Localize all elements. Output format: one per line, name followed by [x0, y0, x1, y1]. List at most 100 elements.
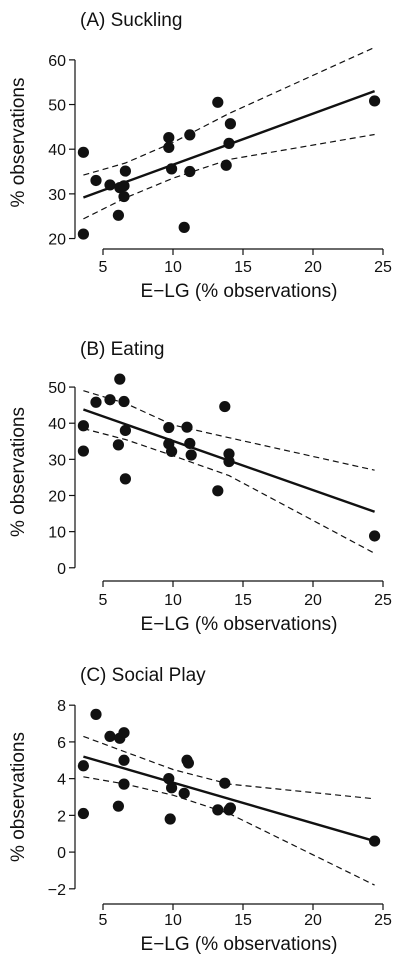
y-tick-label: −2: [48, 882, 66, 899]
x-tick-label: 5: [99, 259, 108, 276]
x-axis-label: E−LG (% observations): [141, 281, 338, 302]
x-tick-label: 15: [234, 592, 252, 609]
x-axis-label: E−LG (% observations): [141, 934, 338, 955]
data-point: [166, 163, 178, 175]
x-tick-label: 20: [304, 259, 322, 276]
data-point: [163, 141, 175, 154]
y-tick-label: 40: [48, 142, 66, 159]
data-point: [220, 159, 232, 171]
data-point: [104, 730, 116, 743]
data-point: [219, 400, 231, 413]
panel-1: (A) Suckling 20 30 40 50 60 5 10 15 20 25 E−LG (% o…: [8, 10, 392, 302]
data-point: [164, 813, 176, 825]
data-point: [77, 420, 89, 432]
y-tick-label: 40: [48, 416, 66, 433]
panel-3: (C) Social Play −2 0 2 4 6 8 5 10 15 20 25 E−LG (% o…: [8, 665, 392, 955]
panel-2: (B) Eating 0 10 20 30 40 50 5 10 15 20 25 E−LG (% ob…: [8, 339, 392, 635]
panel-title: (C) Social Play: [80, 665, 206, 686]
data-point: [119, 473, 131, 485]
data-point: [90, 174, 102, 187]
x-axis-label: E−LG (% observations): [141, 614, 338, 635]
x-tick-label: 15: [234, 259, 252, 276]
fit-line: [83, 755, 375, 843]
y-tick-label: 20: [48, 488, 66, 505]
y-tick-label: 4: [57, 772, 66, 789]
panel-title: (B) Eating: [80, 339, 164, 360]
panel-title: (A) Suckling: [80, 10, 182, 31]
y-tick-label: 10: [48, 525, 66, 542]
data-point: [163, 773, 175, 785]
y-tick-label: 8: [57, 698, 66, 715]
x-tick-label: 25: [374, 259, 392, 276]
data-point: [118, 727, 130, 739]
data-point: [118, 754, 130, 766]
data-point: [369, 835, 381, 847]
y-tick-label: 30: [48, 187, 66, 204]
data-point: [184, 165, 196, 178]
ci-lower-line: [83, 428, 375, 554]
data-point: [77, 807, 89, 820]
data-point: [369, 530, 381, 542]
data-point: [77, 146, 89, 158]
data-point: [166, 445, 178, 457]
x-tick-label: 20: [304, 912, 322, 929]
data-point: [212, 96, 224, 108]
ci-upper-line: [83, 390, 375, 471]
y-tick-label: 0: [57, 845, 66, 862]
y-tick-label: 0: [57, 561, 66, 578]
data-point: [77, 228, 89, 240]
data-point: [90, 708, 102, 720]
data-point: [112, 209, 124, 221]
x-tick-label: 25: [374, 592, 392, 609]
y-tick-label: 20: [48, 232, 66, 249]
ci-lower-line: [83, 133, 375, 220]
data-point: [224, 118, 236, 130]
data-point: [77, 445, 89, 457]
data-point: [90, 396, 102, 408]
data-point: [118, 395, 130, 408]
data-point: [178, 787, 190, 799]
data-point: [77, 760, 89, 772]
x-tick-label: 20: [304, 592, 322, 609]
data-point: [114, 373, 126, 385]
data-point: [369, 95, 381, 107]
y-tick-label: 60: [48, 53, 66, 70]
data-point: [118, 778, 130, 790]
data-point: [119, 165, 131, 177]
data-point: [178, 221, 190, 233]
x-tick-label: 5: [99, 912, 108, 929]
y-tick-label: 50: [48, 98, 66, 115]
data-point: [181, 421, 193, 433]
data-point: [224, 802, 236, 814]
x-tick-label: 10: [164, 592, 182, 609]
data-point: [184, 437, 196, 450]
data-point: [163, 131, 175, 144]
x-tick-label: 10: [164, 259, 182, 276]
y-tick-label: 50: [48, 380, 66, 397]
y-tick-label: 2: [57, 808, 66, 825]
data-point: [212, 804, 224, 816]
data-point: [112, 800, 124, 812]
x-tick-label: 15: [234, 912, 252, 929]
data-point: [166, 782, 178, 794]
x-tick-label: 5: [99, 592, 108, 609]
ci-upper-line: [83, 735, 375, 800]
data-point: [185, 449, 197, 461]
data-point: [163, 421, 175, 434]
data-point: [223, 137, 235, 149]
data-point: [104, 179, 116, 191]
data-point: [112, 439, 124, 451]
data-point: [223, 455, 235, 468]
data-point: [182, 757, 194, 769]
y-axis-label: % observations: [8, 407, 29, 537]
data-point: [184, 129, 196, 141]
data-point: [212, 485, 224, 497]
ci-lower-line: [83, 776, 375, 886]
y-tick-label: 30: [48, 452, 66, 469]
data-point: [219, 777, 231, 789]
data-point: [104, 394, 116, 406]
x-tick-label: 10: [164, 912, 182, 929]
ci-upper-line: [83, 46, 375, 176]
y-axis-label: % observations: [8, 732, 29, 862]
